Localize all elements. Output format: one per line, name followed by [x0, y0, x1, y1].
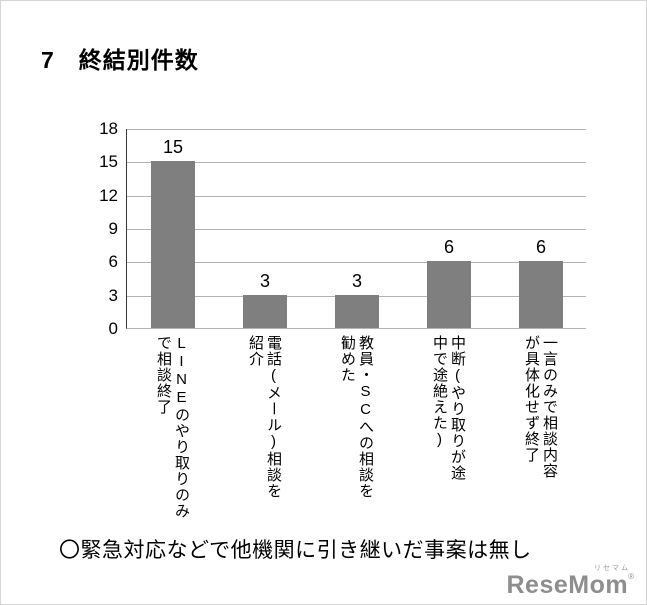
y-axis: 0 3 6 9 12 15 18	[86, 119, 118, 338]
category-label: 電話(メール)相談を 紹介	[218, 335, 310, 531]
registered-mark: ®	[628, 572, 634, 581]
bar-value-label: 6	[443, 237, 454, 258]
category-label: LINEのやり取りのみ で相談終了	[126, 335, 218, 531]
footnote: 〇緊急対応などで他機関に引き継いだ事案は無し	[59, 539, 532, 562]
y-tick-label: 9	[108, 219, 118, 238]
resemom-logo: リセマム ReseMom®	[507, 565, 635, 598]
logo-text: ReseMom	[506, 571, 629, 599]
gridline	[127, 262, 586, 264]
gridline	[127, 229, 586, 230]
bar-value-label: 3	[351, 270, 362, 291]
gridline	[127, 195, 586, 197]
category-label-text: 教員・SCへの相談を 勧めた	[339, 335, 374, 499]
y-tick-label: 6	[108, 252, 118, 272]
category-label-text: LINEのやり取りのみ で相談終了	[155, 335, 190, 519]
category-label: 中断(やり取りが途 中で途絶えた)	[402, 335, 494, 531]
bar	[243, 294, 287, 328]
gridline	[127, 129, 586, 130]
bar	[151, 161, 195, 328]
category-label: 一言のみで相談内容 が具体化せず終了	[494, 335, 586, 531]
bar-chart: 0 3 6 9 12 15 18 15 3 3 6 6 LINEのやり取りのみ で相談終了 電話(メール…	[86, 119, 601, 531]
bar-value-label: 3	[259, 270, 270, 291]
x-axis-labels: LINEのやり取りのみ で相談終了 電話(メール)相談を 紹介 教員・SCへの相談を 勧め…	[126, 335, 586, 531]
bar	[519, 261, 563, 328]
page-title: 7 終結別件数	[41, 47, 199, 73]
gridline	[127, 162, 586, 164]
y-tick-label: 12	[99, 185, 118, 205]
y-tick-label: 0	[108, 319, 118, 338]
logo-ruby-text: リセマム	[594, 565, 630, 572]
bar	[427, 261, 471, 328]
plot-area: 15 3 3 6 6	[126, 129, 586, 329]
bar-value-label: 15	[162, 137, 184, 158]
category-label-text: 中断(やり取りが途 中で途絶えた)	[431, 335, 466, 481]
y-tick-label: 18	[99, 119, 118, 138]
category-label: 教員・SCへの相談を 勧めた	[310, 335, 402, 531]
bar	[335, 294, 379, 328]
category-label-text: 電話(メール)相談を 紹介	[247, 335, 282, 499]
bar-value-label: 6	[535, 237, 546, 258]
y-tick-label: 3	[108, 285, 118, 305]
y-tick-label: 15	[99, 152, 118, 172]
category-label-text: 一言のみで相談内容 が具体化せず終了	[523, 335, 558, 479]
